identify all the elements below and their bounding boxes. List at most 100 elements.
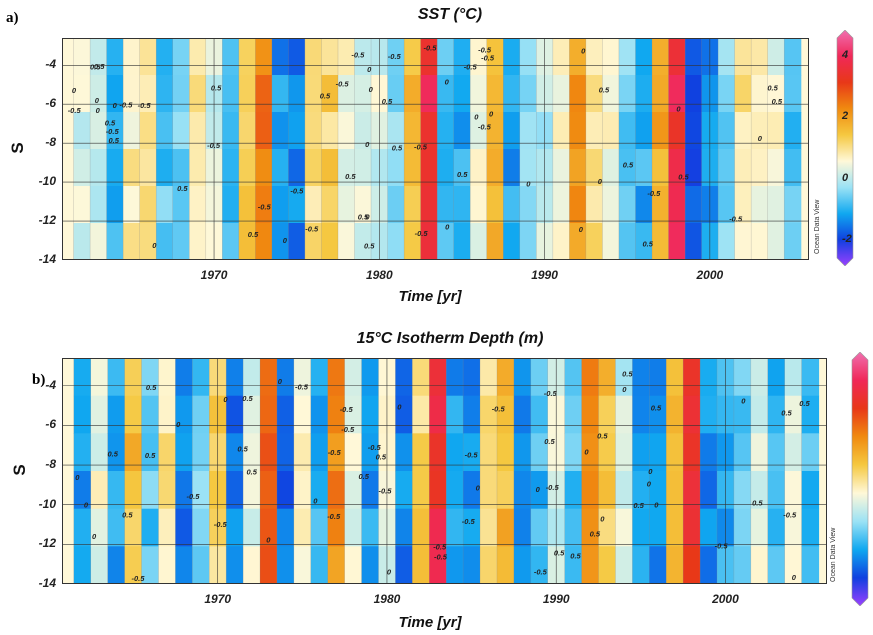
contour-label: 0.5 xyxy=(590,530,601,539)
anomaly-cell-1962-2 xyxy=(73,433,92,472)
anomaly-cell-1978-5 xyxy=(344,546,363,584)
anomaly-cell-1972-3 xyxy=(238,149,256,187)
anomaly-cell-1964-2 xyxy=(106,112,124,150)
anomaly-cell-1995-0 xyxy=(618,38,636,76)
anomaly-cell-1988-3 xyxy=(503,149,521,187)
anomaly-cell-1972-2 xyxy=(238,112,256,150)
anomaly-cell-1983-2 xyxy=(420,112,438,150)
contour-label: -0.5 xyxy=(783,510,797,519)
anomaly-cell-1964-1 xyxy=(107,395,126,434)
anomaly-cell-1977-2 xyxy=(321,112,339,150)
contour-label: 0.5 xyxy=(633,501,644,510)
contour-label: 0.5 xyxy=(145,451,156,460)
anomaly-cell-1965-5 xyxy=(123,223,141,260)
anomaly-cell-1968-5 xyxy=(172,223,190,260)
anomaly-cell-1976-5 xyxy=(304,223,322,260)
anomaly-cell-1969-1 xyxy=(192,395,210,434)
anomaly-cell-1986-2 xyxy=(470,112,488,150)
anomaly-cell-2003-0 xyxy=(751,38,769,76)
anomaly-cell-1994-4 xyxy=(602,186,620,224)
anomaly-cell-1963-2 xyxy=(90,433,109,472)
x-tick-label: 1980 xyxy=(373,592,401,606)
contour-label: 0.5 xyxy=(599,86,610,95)
anomaly-cell-1975-1 xyxy=(293,395,312,434)
contour-label: 0 xyxy=(223,395,228,404)
anomaly-cell-1967-5 xyxy=(156,223,174,260)
anomaly-cell-1986-4 xyxy=(470,186,488,224)
anomaly-cell-1979-3 xyxy=(354,149,372,187)
contour-label: 0 xyxy=(648,467,653,476)
anomaly-cell-1962-0 xyxy=(73,38,91,76)
contour-label: 0 xyxy=(474,113,479,122)
anomaly-cell-1978-0 xyxy=(338,38,356,76)
contour-label: 0 xyxy=(598,177,603,186)
contour-label: 0 xyxy=(526,180,531,189)
anomaly-cell-1981-0 xyxy=(395,358,413,397)
contour-label: 0 xyxy=(622,385,627,394)
y-tick-label: -6 xyxy=(45,96,56,111)
panel-a-label: a) xyxy=(6,10,19,26)
anomaly-cell-2001-4 xyxy=(718,186,736,224)
contour-label: 0 xyxy=(152,241,157,250)
anomaly-cell-1973-0 xyxy=(260,358,278,397)
anomaly-cell-2005-3 xyxy=(801,471,820,510)
anomaly-cell-1995-4 xyxy=(632,508,650,547)
contour-label: 0.5 xyxy=(457,170,468,179)
contour-label: 0 xyxy=(581,47,586,56)
anomaly-cell-1972-2 xyxy=(243,433,261,472)
anomaly-cell-1982-2 xyxy=(404,112,422,150)
anomaly-cell-1966-5 xyxy=(139,223,157,260)
anomaly-cell-1996-3 xyxy=(649,471,667,510)
anomaly-cell-1971-4 xyxy=(222,186,240,224)
anomaly-cell-1967-2 xyxy=(156,112,174,150)
anomaly-cell-1968-2 xyxy=(175,433,193,472)
anomaly-cell-1985-2 xyxy=(463,433,481,472)
anomaly-cell-2004-5 xyxy=(767,223,785,260)
anomaly-cell-2002-1 xyxy=(750,395,769,434)
anomaly-cell-1985-4 xyxy=(463,508,481,547)
anomaly-cell-1984-4 xyxy=(437,186,455,224)
anomaly-cell-1998-5 xyxy=(683,546,701,584)
anomaly-cell-1989-1 xyxy=(530,395,549,434)
anomaly-cell-2004-2 xyxy=(784,433,803,472)
contour-label: -0.5 xyxy=(138,101,152,110)
anomaly-cell-1994-5 xyxy=(602,223,620,260)
anomaly-cell-1996-4 xyxy=(635,186,653,224)
anomaly-cell-1979-0 xyxy=(354,38,372,76)
contour-label: 0 xyxy=(278,377,283,386)
contour-label: 0 xyxy=(792,573,797,582)
contour-label: 0.5 xyxy=(678,172,689,181)
anomaly-cell-1967-4 xyxy=(156,186,174,224)
anomaly-cell-1974-2 xyxy=(271,112,289,150)
anomaly-cell-1972-5 xyxy=(238,223,256,260)
anomaly-cell-1974-5 xyxy=(271,223,289,260)
anomaly-cell-1981-1 xyxy=(387,75,405,113)
anomaly-cell-1965-3 xyxy=(124,471,143,510)
panel-b-title: 15°C Isotherm Depth (m) xyxy=(356,330,544,347)
contour-label: 0 xyxy=(741,397,746,406)
anomaly-cell-2005-0 xyxy=(784,38,802,76)
panel-b-label: b) xyxy=(32,372,46,388)
anomaly-cell-1973-5 xyxy=(255,223,273,260)
contour-label: -0.5 xyxy=(258,203,272,212)
anomaly-cell-1994-2 xyxy=(615,433,633,472)
y-tick-label: -8 xyxy=(45,457,56,472)
contour-label: -0.5 xyxy=(462,517,476,526)
anomaly-cell-1970-2 xyxy=(205,112,223,150)
anomaly-cell-1983-5 xyxy=(420,223,438,260)
anomaly-cell-1962-1 xyxy=(73,75,91,113)
anomaly-cell-2003-5 xyxy=(767,546,786,584)
contour-label: 0.5 xyxy=(146,383,157,392)
anomaly-cell-1991-3 xyxy=(564,471,583,510)
anomaly-cell-1982-4 xyxy=(412,508,430,547)
anomaly-cell-1996-3 xyxy=(635,149,653,187)
contour-label: 0 xyxy=(654,501,659,510)
anomaly-cell-1987-3 xyxy=(497,471,515,510)
anomaly-cell-2001-3 xyxy=(718,149,736,187)
anomaly-cell-1964-2 xyxy=(107,433,126,472)
contour-label: 0.5 xyxy=(622,370,633,379)
anomaly-cell-1966-1 xyxy=(141,395,159,434)
anomaly-cell-2003-2 xyxy=(751,112,769,150)
anomaly-cell-1976-5 xyxy=(310,546,329,584)
panel-b-heatmap: -0.500.5-0.500.5-0.500.5-0.500.5-0.500.5… xyxy=(62,358,827,584)
